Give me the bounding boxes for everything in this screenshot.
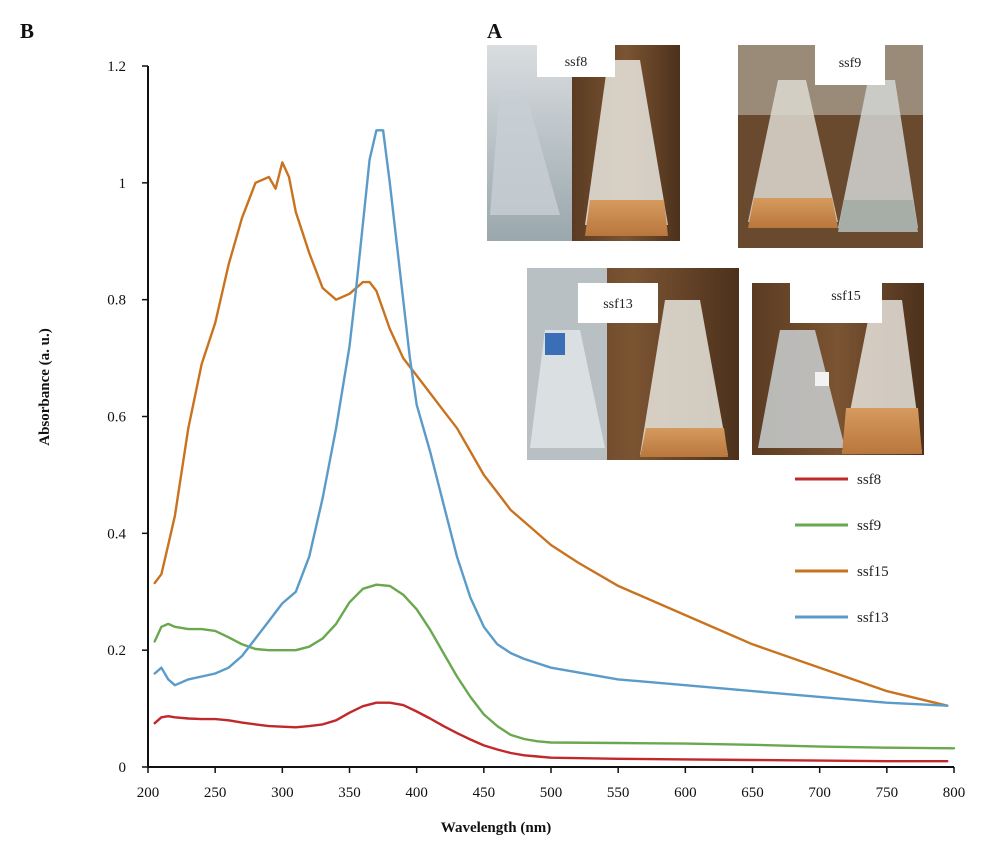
x-tick-label: 350 [338,785,361,801]
y-ticks: 0 0.2 0.4 0.6 0.8 1 1.2 [107,59,148,776]
photo-label-ssf8: ssf8 [565,55,588,70]
series-line-ssf13 [153,129,949,707]
photo-ssf13: ssf13 [527,268,739,460]
legend-label-ssf13: ssf13 [857,610,889,626]
y-tick-label: 0 [119,760,127,776]
x-tick-label: 800 [943,785,966,801]
photo-ssf8: ssf8 [487,45,680,241]
x-axis-title: Wavelength (nm) [441,820,551,836]
series-line-ssf9 [153,583,956,750]
legend-label-ssf8: ssf8 [857,472,881,488]
x-tick-label: 700 [808,785,831,801]
x-ticks: 200 250 300 350 400 450 500 550 600 650 700 750 800 [137,767,966,801]
x-tick-label: 550 [607,785,630,801]
series-line-ssf15 [153,161,949,707]
y-tick-label: 1.2 [107,59,126,75]
x-tick-label: 200 [137,785,160,801]
x-tick-label: 650 [741,785,764,801]
y-tick-label: 0.4 [107,526,126,542]
series-layer [153,129,956,763]
x-tick-label: 300 [271,785,294,801]
photo-ssf9: ssf9 [738,45,923,248]
legend-label-ssf15: ssf15 [857,564,889,580]
y-axis-title: Absorbance (a. u.) [37,328,53,446]
x-tick-label: 750 [876,785,899,801]
photo-label-ssf15: ssf15 [831,289,861,304]
panel-label-b: B [20,19,34,43]
legend: ssf8 ssf9 ssf15 ssf13 [795,472,889,626]
x-tick-label: 400 [405,785,428,801]
y-tick-label: 0.8 [107,293,126,309]
y-tick-label: 1 [119,176,127,192]
x-tick-label: 250 [204,785,227,801]
photo-label-ssf9: ssf9 [839,56,862,71]
photo-label-ssf13: ssf13 [603,297,633,312]
y-tick-label: 0.2 [107,643,126,659]
x-tick-label: 500 [540,785,563,801]
legend-label-ssf9: ssf9 [857,518,881,534]
panel-label-a: A [487,19,503,43]
photo-ssf15: ssf15 [752,283,924,455]
photo-inset: ssf8 ssf9 ssf13 [487,45,924,460]
x-tick-label: 450 [473,785,496,801]
y-tick-label: 0.6 [107,410,126,426]
x-tick-label: 600 [674,785,697,801]
series-line-ssf8 [153,701,949,763]
